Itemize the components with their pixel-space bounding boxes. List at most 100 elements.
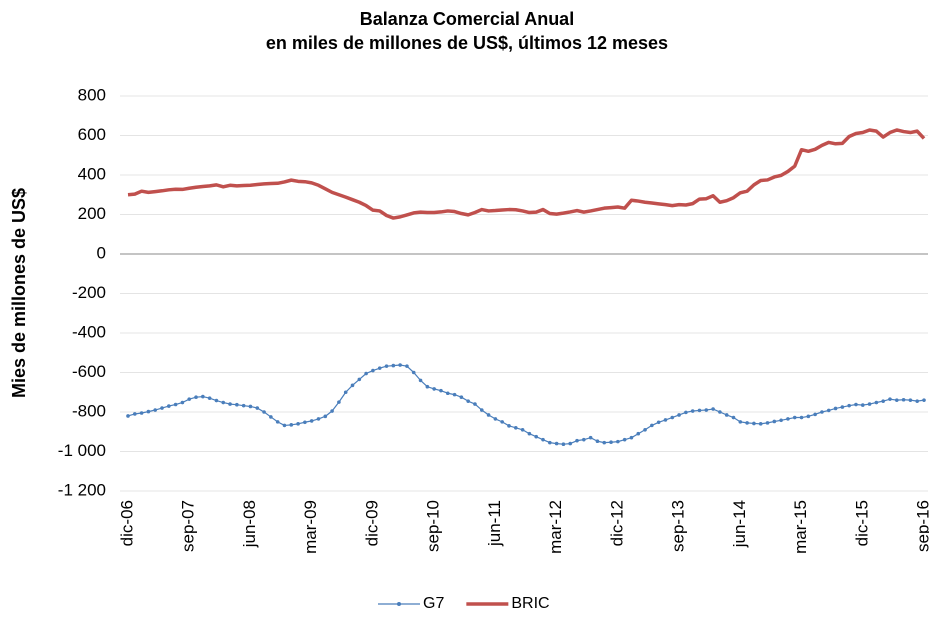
point [684,410,688,415]
point [398,363,402,367]
point [275,420,280,424]
x-tick-label: mar-09 [301,500,320,554]
point [874,400,879,405]
point [901,397,906,402]
y-tick-label: 400 [78,164,106,183]
point [860,403,865,407]
point [425,384,430,389]
y-axis-label: Mies de millones de US$ [9,188,29,398]
point [820,410,824,414]
point [697,408,702,413]
point [146,409,151,414]
point [643,427,647,432]
point [588,435,593,440]
point [500,420,504,424]
y-tick-label: 600 [78,125,106,144]
chart-subtitle: en miles de millones de US$, últimos 12 … [266,33,668,53]
x-tick-label: dic-06 [117,500,136,546]
x-tick-label: dic-09 [362,500,381,546]
point [677,413,681,417]
point [289,423,294,427]
legend-label: BRIC [511,595,549,612]
x-tick-label: jun-11 [485,500,504,547]
point [466,399,470,403]
point [575,438,579,443]
point [330,409,334,413]
legend-label: G7 [423,595,444,612]
point [724,413,729,417]
point [452,392,457,397]
point [568,441,573,446]
point [296,422,300,426]
point [357,377,362,382]
x-tick-label: sep-16 [913,500,929,552]
point [411,370,416,375]
point [888,397,892,401]
point [207,396,212,400]
point [337,400,341,404]
point [595,439,600,444]
point [173,402,178,407]
point [908,398,913,402]
point [316,417,321,421]
point [350,383,355,388]
y-tick-label: -200 [72,283,106,302]
point [269,415,273,419]
point [377,366,382,370]
point [228,402,232,406]
point [459,395,464,399]
point [847,403,851,408]
point [609,440,613,445]
x-tick-label: sep-13 [669,500,688,552]
point [493,417,498,421]
point [616,439,620,444]
x-tick-label: dic-12 [607,500,626,546]
point [745,421,749,425]
point [479,408,484,412]
x-tick-label: dic-15 [852,500,871,546]
y-tick-label: -800 [72,401,106,420]
series-line [127,364,925,445]
y-tick-label: 800 [78,85,106,104]
point [663,418,668,422]
point [561,442,566,446]
point [194,395,198,399]
point [915,399,919,403]
point [160,406,164,410]
series-line [127,128,926,220]
point [133,412,137,416]
point [894,398,899,402]
point [554,441,559,446]
legend-marker [397,602,401,606]
x-tick-label: mar-12 [546,500,565,554]
point [650,423,654,428]
point [343,390,348,395]
point [282,423,287,428]
x-tick-label: jun-14 [730,500,749,548]
point [670,415,675,420]
point [445,391,450,396]
point [840,405,845,409]
point [221,400,226,405]
point [752,421,756,426]
point [799,415,804,420]
point [854,402,858,407]
point [792,415,797,420]
x-tick-label: sep-07 [179,500,198,552]
y-tick-label: 200 [78,204,106,223]
point [806,414,811,419]
point [534,434,539,439]
x-tick-label: sep-10 [424,500,443,552]
point [309,419,314,423]
point [772,419,777,424]
point [235,402,239,407]
point [167,404,171,408]
point [255,406,260,410]
point [241,403,246,408]
point [153,408,158,412]
point [541,437,545,442]
point [513,426,518,430]
point [262,410,266,414]
point [690,409,695,413]
